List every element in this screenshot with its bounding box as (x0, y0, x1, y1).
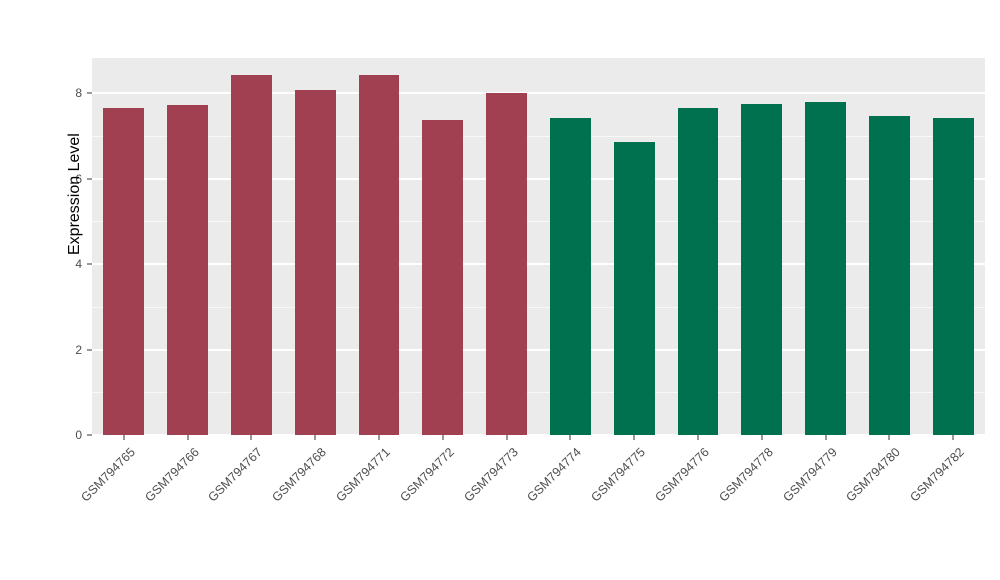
bar-GSM794776 (677, 108, 719, 435)
x-tick-label: GSM794772 (397, 445, 457, 505)
y-tick-label: 2 (75, 342, 82, 357)
y-tick-label: 8 (75, 86, 82, 101)
x-tick-label: GSM794776 (652, 445, 712, 505)
gridline-minor (92, 306, 985, 308)
y-tick-label: 4 (75, 257, 82, 272)
x-tick-label: GSM794774 (524, 445, 585, 505)
bar-GSM794771 (358, 75, 400, 435)
gridline-major (92, 92, 985, 95)
bar-GSM794772 (422, 119, 464, 435)
bar-GSM794774 (549, 118, 591, 435)
y-axis-title: Expression Level (65, 133, 83, 255)
bar-GSM794782 (932, 118, 974, 435)
x-tick-label: GSM794766 (142, 445, 202, 505)
x-tick-label: GSM794780 (843, 445, 904, 505)
x-tick-label: GSM794775 (588, 445, 649, 505)
gridline-major (92, 348, 985, 351)
bar-GSM794778 (741, 103, 783, 435)
gridline-minor (92, 135, 985, 137)
x-tick-label: GSM794779 (779, 445, 840, 505)
bar-GSM794779 (805, 102, 846, 435)
x-tick-label: GSM794768 (269, 445, 330, 505)
x-tick-label: GSM794778 (716, 445, 776, 505)
x-tick-label: GSM794782 (907, 445, 967, 505)
y-tick-label: 0 (75, 428, 82, 442)
gridline-major (92, 177, 985, 180)
x-tick-label: GSM794765 (78, 445, 138, 505)
bar-GSM794765 (103, 108, 145, 435)
x-tick-label: GSM794767 (205, 445, 266, 505)
bar-GSM794766 (167, 105, 209, 435)
x-tick-label: GSM794773 (460, 445, 521, 505)
gridline-major (92, 434, 985, 436)
bar-GSM794773 (486, 92, 527, 435)
x-tick-label: GSM794771 (333, 445, 393, 505)
bar-GSM794768 (294, 90, 336, 435)
plot-panel (92, 58, 985, 436)
gridline-minor (92, 221, 985, 223)
bar-GSM794780 (868, 115, 910, 435)
gridline-minor (92, 392, 985, 394)
bar-GSM794775 (613, 142, 655, 435)
gridline-major (92, 263, 985, 266)
bar-GSM794767 (231, 75, 272, 435)
